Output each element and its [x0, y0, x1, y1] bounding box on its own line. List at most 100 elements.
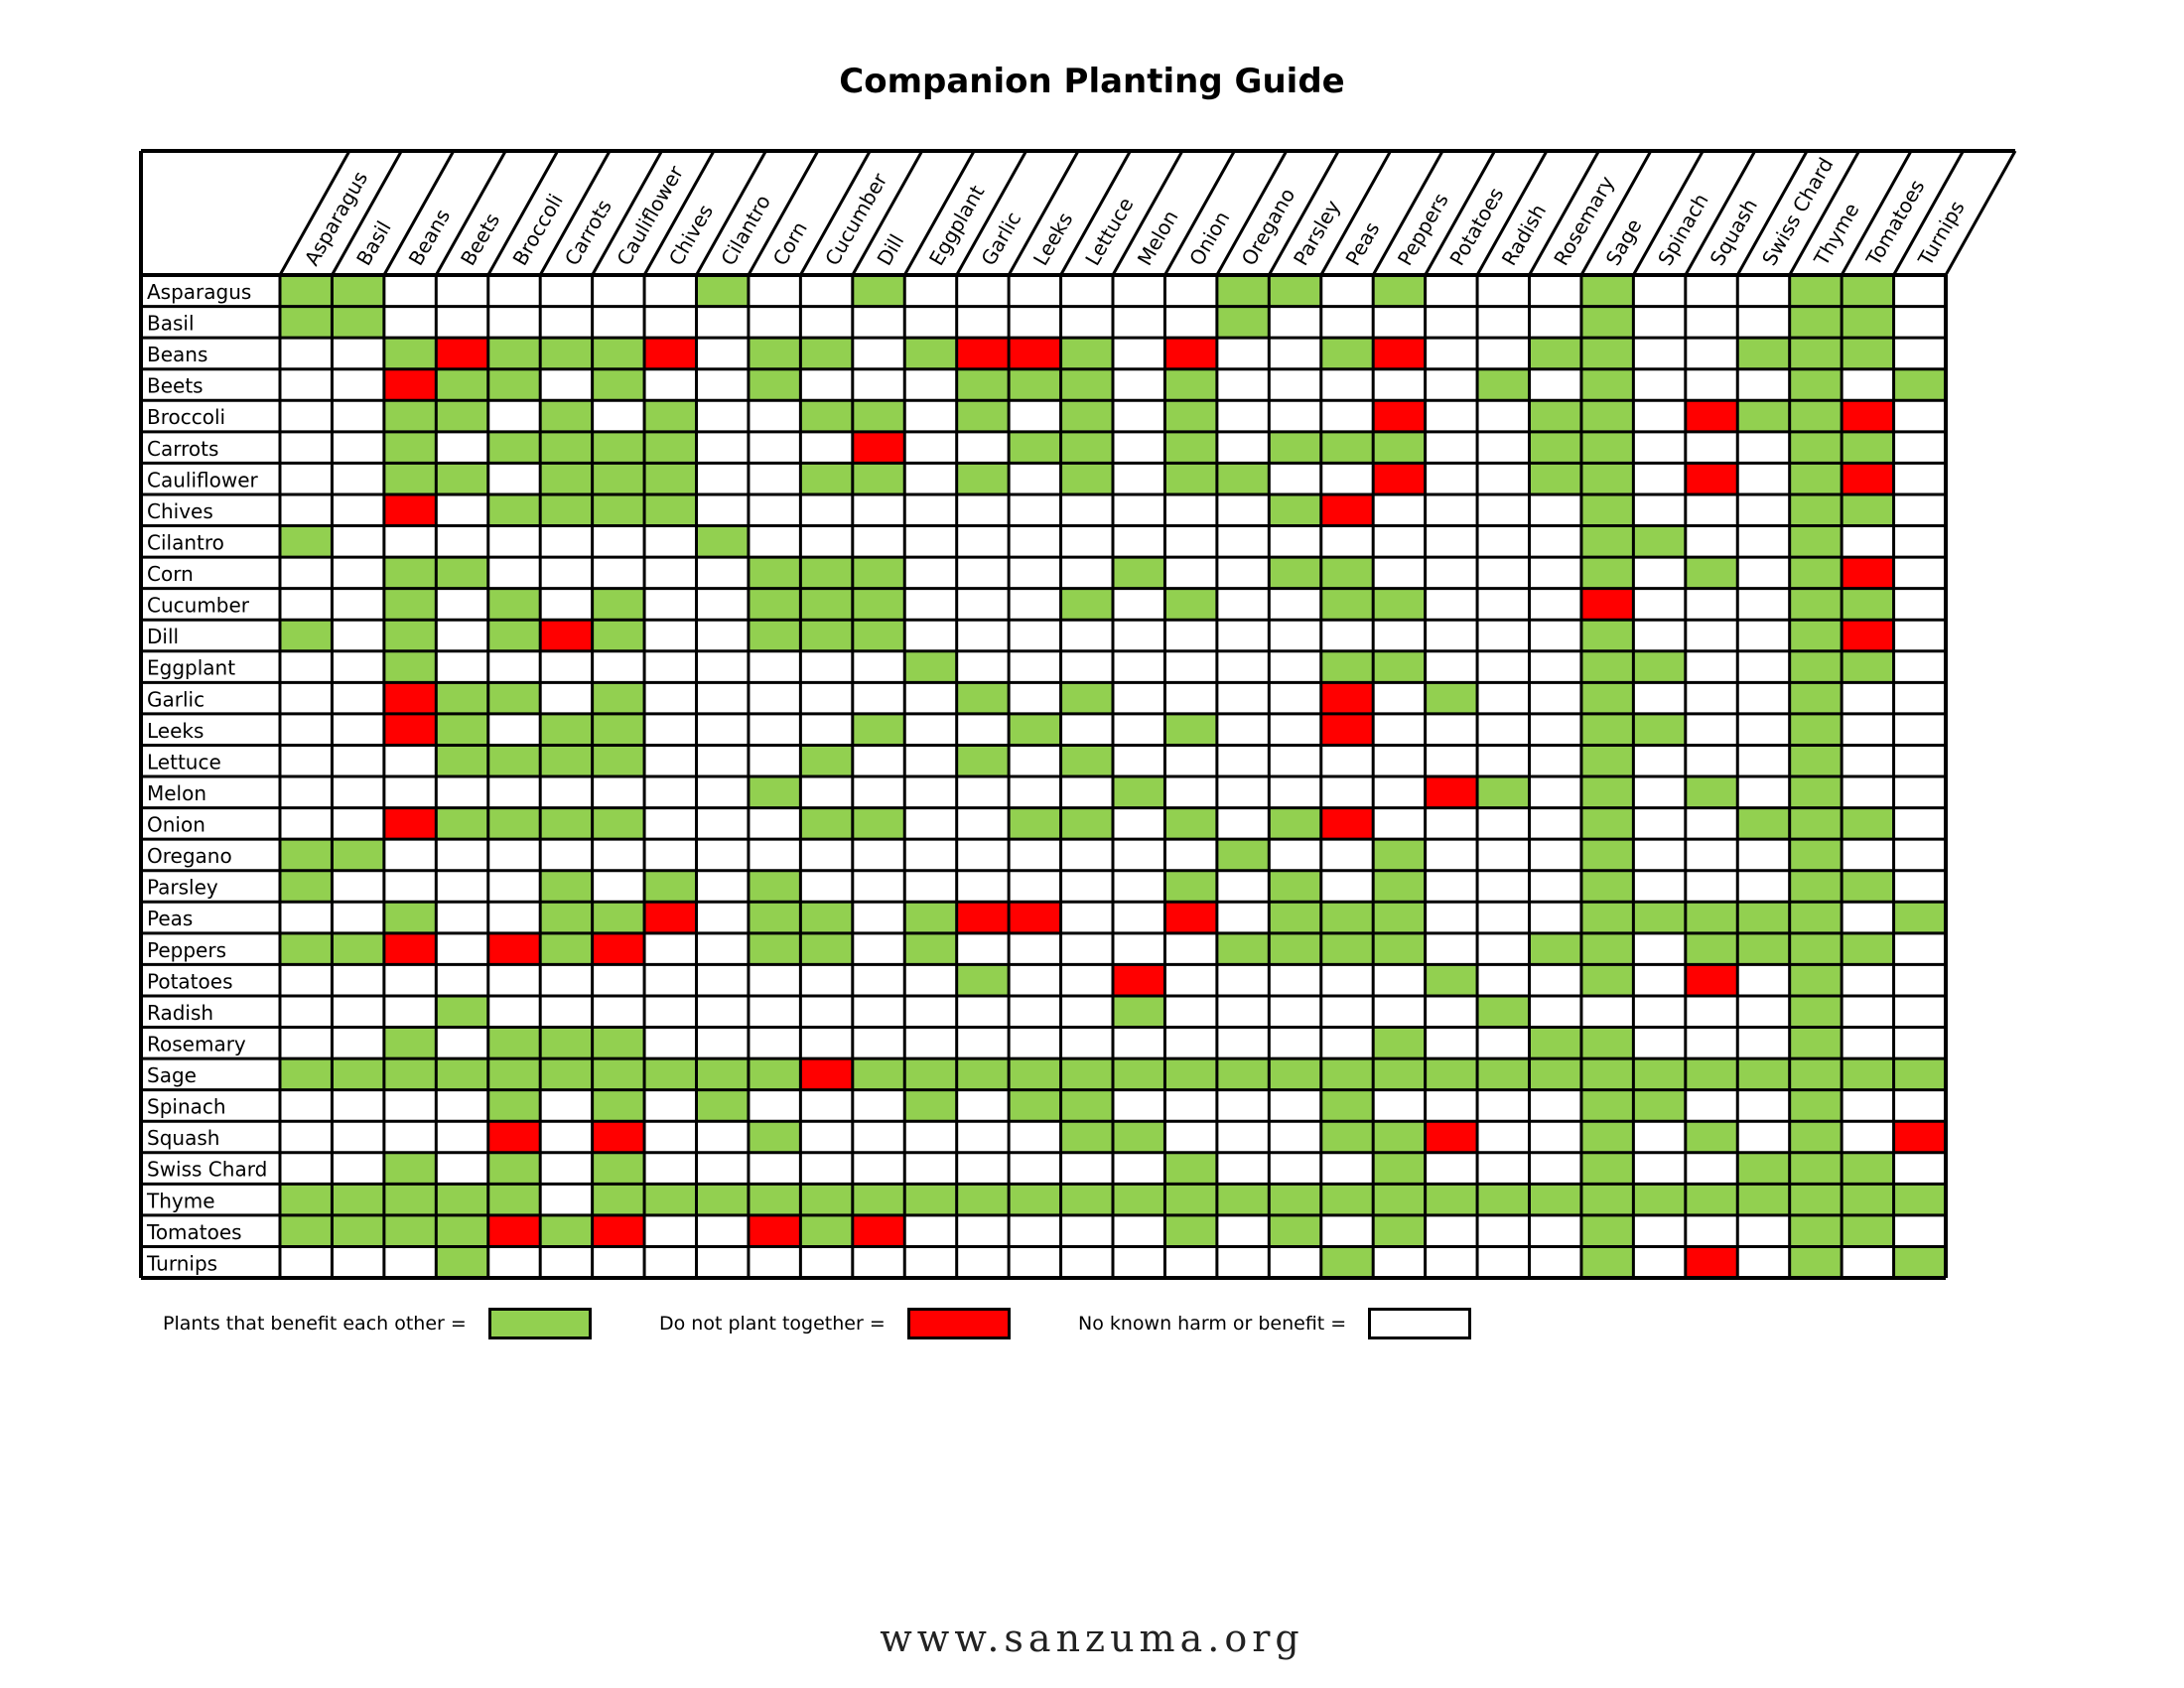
cell-basil-parsley	[1269, 306, 1321, 339]
cell-turnips-peppers	[1373, 1246, 1426, 1278]
cell-thyme-cauliflower	[592, 1184, 645, 1215]
cell-peppers-chives	[644, 932, 697, 965]
cell-dill-broccoli	[487, 620, 541, 651]
header-slant-line	[1840, 150, 1913, 276]
cell-thyme-potatoes	[1425, 1184, 1478, 1215]
header-slant-line	[1735, 150, 1809, 276]
cell-onion-squash	[1685, 807, 1738, 840]
cell-potatoes-eggplant	[904, 964, 957, 996]
cell-garlic-peppers	[1373, 682, 1426, 714]
cell-tomatoes-chives	[644, 1214, 697, 1247]
cell-parsley-basil	[332, 870, 384, 903]
cell-melon-turnips	[1893, 776, 1946, 808]
cell-lettuce-spinach	[1633, 745, 1686, 776]
cell-cilantro-beans	[383, 525, 437, 558]
cell-tomatoes-carrots	[540, 1214, 593, 1247]
cell-oregano-cilantro	[696, 839, 749, 871]
cell-peas-thyme	[1789, 902, 1843, 933]
cell-potatoes-parsley	[1269, 964, 1321, 996]
cell-cilantro-swiss-chard	[1737, 525, 1790, 558]
cell-tomatoes-parsley	[1269, 1214, 1321, 1247]
cell-potatoes-asparagus	[280, 964, 333, 996]
cell-melon-eggplant	[904, 776, 957, 808]
cell-sage-turnips	[1893, 1058, 1946, 1090]
cell-asparagus-squash	[1685, 275, 1738, 307]
cell-eggplant-rosemary	[1529, 650, 1581, 683]
cell-peas-beans	[383, 902, 437, 933]
cell-garlic-basil	[332, 682, 384, 714]
cell-thyme-chives	[644, 1184, 697, 1215]
cell-onion-dill	[852, 807, 905, 840]
cell-asparagus-rosemary	[1529, 275, 1581, 307]
cell-cucumber-tomatoes	[1842, 588, 1894, 621]
cell-cilantro-lettuce	[1060, 525, 1113, 558]
cell-lettuce-chives	[644, 745, 697, 776]
cell-asparagus-asparagus	[280, 275, 333, 307]
cell-cauliflower-garlic	[956, 463, 1010, 494]
cell-potatoes-potatoes	[1425, 964, 1478, 996]
cell-basil-peppers	[1373, 306, 1426, 339]
cell-squash-garlic	[956, 1121, 1010, 1153]
cell-tomatoes-thyme	[1789, 1214, 1843, 1247]
cell-peas-onion	[1164, 902, 1217, 933]
cell-thyme-asparagus	[280, 1184, 333, 1215]
cell-cauliflower-onion	[1164, 463, 1217, 494]
cell-potatoes-oregano	[1216, 964, 1270, 996]
cell-sage-eggplant	[904, 1058, 957, 1090]
cell-peas-sage	[1580, 902, 1634, 933]
cell-leeks-carrots	[540, 713, 593, 746]
cell-basil-beets	[436, 306, 488, 339]
cell-corn-onion	[1164, 557, 1217, 589]
cell-oregano-carrots	[540, 839, 593, 871]
cell-cauliflower-basil	[332, 463, 384, 494]
cell-turnips-turnips	[1893, 1246, 1946, 1278]
cell-cucumber-cucumber	[800, 588, 853, 621]
cell-peas-beets	[436, 902, 488, 933]
cell-lettuce-lettuce	[1060, 745, 1113, 776]
cell-swiss-chard-thyme	[1789, 1152, 1843, 1185]
cell-eggplant-cucumber	[800, 650, 853, 683]
cell-cauliflower-beans	[383, 463, 437, 494]
cell-radish-potatoes	[1425, 995, 1478, 1028]
cell-basil-asparagus	[280, 306, 333, 339]
cell-swiss-chard-potatoes	[1425, 1152, 1478, 1185]
cell-chives-rosemary	[1529, 493, 1581, 526]
cell-broccoli-potatoes	[1425, 400, 1478, 432]
cell-parsley-tomatoes	[1842, 870, 1894, 903]
cell-parsley-beets	[436, 870, 488, 903]
cell-dill-corn	[748, 620, 801, 651]
cell-eggplant-chives	[644, 650, 697, 683]
cell-beets-radish	[1477, 368, 1530, 401]
cell-sage-squash	[1685, 1058, 1738, 1090]
cell-broccoli-chives	[644, 400, 697, 432]
cell-peas-spinach	[1633, 902, 1686, 933]
cell-tomatoes-turnips	[1893, 1214, 1946, 1247]
cell-swiss-chard-cilantro	[696, 1152, 749, 1185]
cell-onion-potatoes	[1425, 807, 1478, 840]
cell-cauliflower-lettuce	[1060, 463, 1113, 494]
cell-beets-potatoes	[1425, 368, 1478, 401]
cell-broccoli-cilantro	[696, 400, 749, 432]
cell-squash-broccoli	[487, 1121, 541, 1153]
cell-eggplant-oregano	[1216, 650, 1270, 683]
cell-melon-spinach	[1633, 776, 1686, 808]
cell-thyme-eggplant	[904, 1184, 957, 1215]
cell-spinach-eggplant	[904, 1089, 957, 1122]
row-label-onion: Onion	[147, 813, 205, 837]
cell-leeks-squash	[1685, 713, 1738, 746]
legend-swatch-neutral	[1368, 1308, 1472, 1339]
cell-garlic-melon	[1113, 682, 1165, 714]
cell-cilantro-cucumber	[800, 525, 853, 558]
cell-beans-corn	[748, 338, 801, 369]
cell-cucumber-cauliflower	[592, 588, 645, 621]
cell-peppers-oregano	[1216, 932, 1270, 965]
cell-broccoli-parsley	[1269, 400, 1321, 432]
cell-chives-turnips	[1893, 493, 1946, 526]
cell-beets-eggplant	[904, 368, 957, 401]
cell-melon-parsley	[1269, 776, 1321, 808]
cell-rosemary-squash	[1685, 1027, 1738, 1059]
cell-parsley-eggplant	[904, 870, 957, 903]
cell-cilantro-corn	[748, 525, 801, 558]
cell-radish-spinach	[1633, 995, 1686, 1028]
cell-swiss-chard-basil	[332, 1152, 384, 1185]
